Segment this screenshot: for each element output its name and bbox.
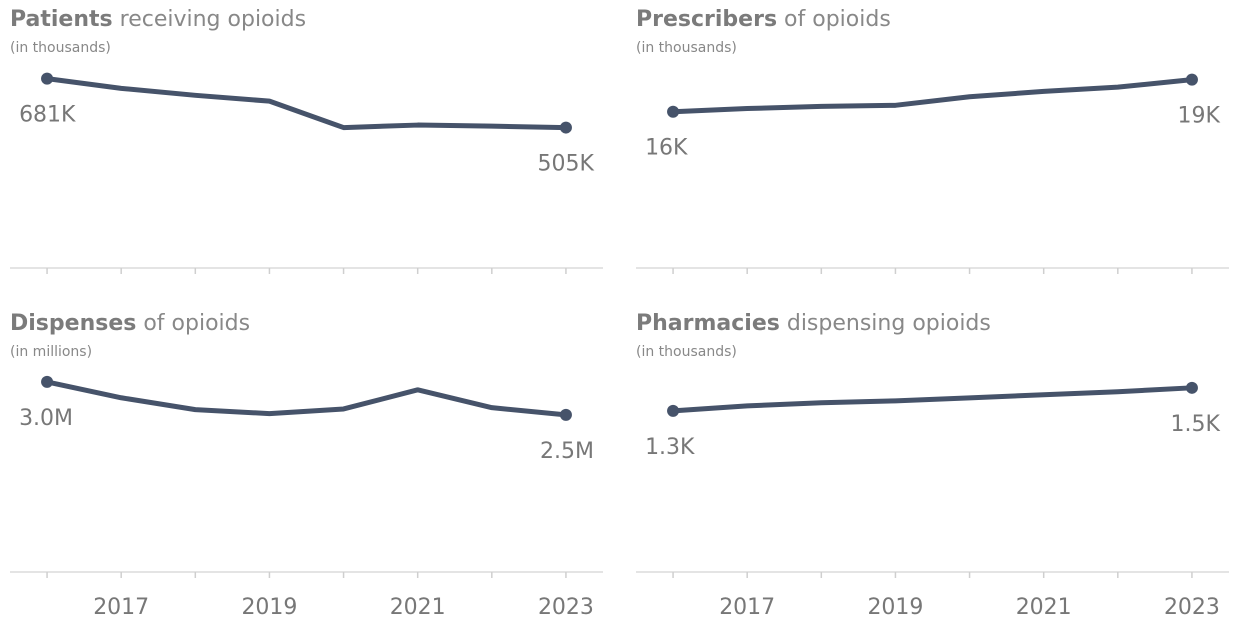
value-label: 3.0M <box>19 406 73 431</box>
value-label: 1.3K <box>645 435 695 460</box>
panel-title: Prescribers of opioids <box>636 7 891 32</box>
line <box>672 385 1193 414</box>
title-bold: Pharmacies <box>636 311 780 336</box>
point <box>1185 73 1198 86</box>
value-label: 16K <box>645 136 688 161</box>
panel-subtitle: (in thousands) <box>10 40 111 56</box>
x-tick-label: 2023 <box>538 595 594 620</box>
line <box>46 76 566 131</box>
x-tick-label: 2021 <box>1016 595 1072 620</box>
value-label: 19K <box>1178 104 1221 129</box>
panel-subtitle: (in thousands) <box>636 40 737 56</box>
panel-title: Pharmacies dispensing opioids <box>636 311 991 336</box>
point <box>559 121 572 134</box>
value-label: 505K <box>538 152 595 177</box>
panel-title: Dispenses of opioids <box>10 311 250 336</box>
line <box>46 379 567 418</box>
title-bold: Patients <box>10 7 113 32</box>
x-tick-label: 2017 <box>719 595 775 620</box>
point <box>41 375 54 388</box>
x-tick-label: 2023 <box>1164 595 1220 620</box>
title-rest: dispensing opioids <box>787 311 991 336</box>
x-tick-label: 2017 <box>93 595 149 620</box>
point <box>667 404 680 417</box>
x-tick-label: 2019 <box>867 595 923 620</box>
point <box>41 72 54 85</box>
value-label: 2.5M <box>540 439 594 464</box>
panel-title: Patients receiving opioids <box>10 7 306 32</box>
panel-subtitle: (in millions) <box>10 344 92 360</box>
point <box>1185 381 1198 394</box>
title-rest: of opioids <box>784 7 891 32</box>
x-tick-label: 2021 <box>390 595 446 620</box>
x-tick-label: 2019 <box>241 595 297 620</box>
value-label: 681K <box>19 103 76 128</box>
title-rest: of opioids <box>143 311 250 336</box>
line <box>672 77 1193 115</box>
point <box>667 105 680 118</box>
title-rest: receiving opioids <box>120 7 306 32</box>
value-label: 1.5K <box>1171 412 1221 437</box>
title-bold: Dispenses <box>10 311 136 336</box>
panel-subtitle: (in thousands) <box>636 344 737 360</box>
title-bold: Prescribers <box>636 7 777 32</box>
point <box>559 408 572 421</box>
